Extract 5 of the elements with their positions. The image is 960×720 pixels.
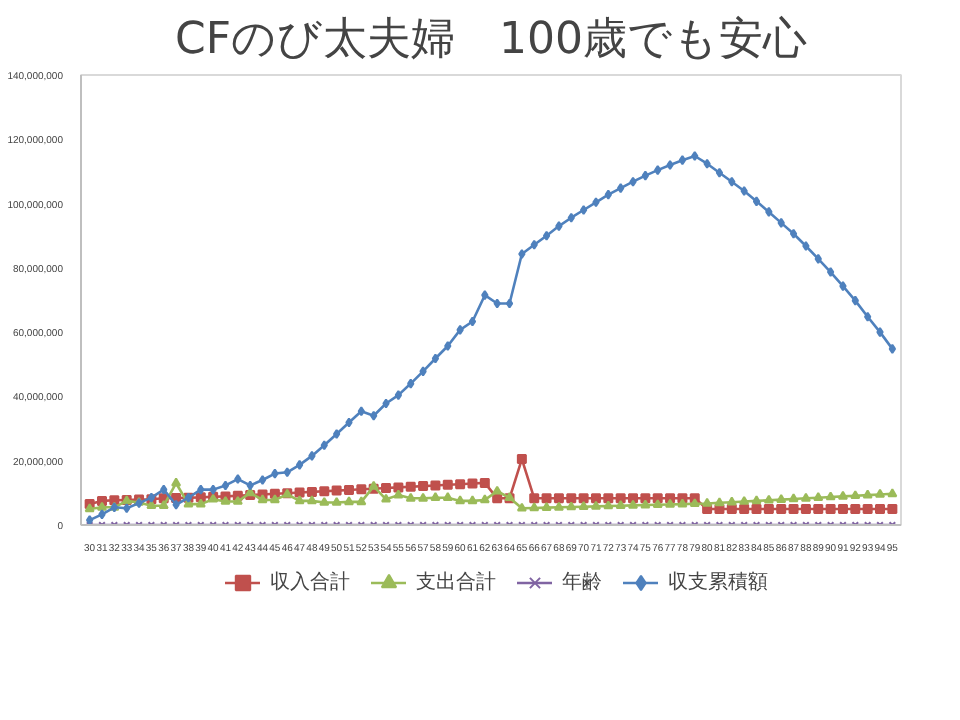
chart-title: CFのび太夫婦 100歳でも安心 [174, 15, 808, 65]
legend-label: 年齢 [562, 569, 602, 596]
legend-label: 収支累積額 [668, 569, 768, 596]
legend-label: 支出合計 [416, 569, 496, 596]
legend-label: 収入合計 [270, 569, 350, 596]
